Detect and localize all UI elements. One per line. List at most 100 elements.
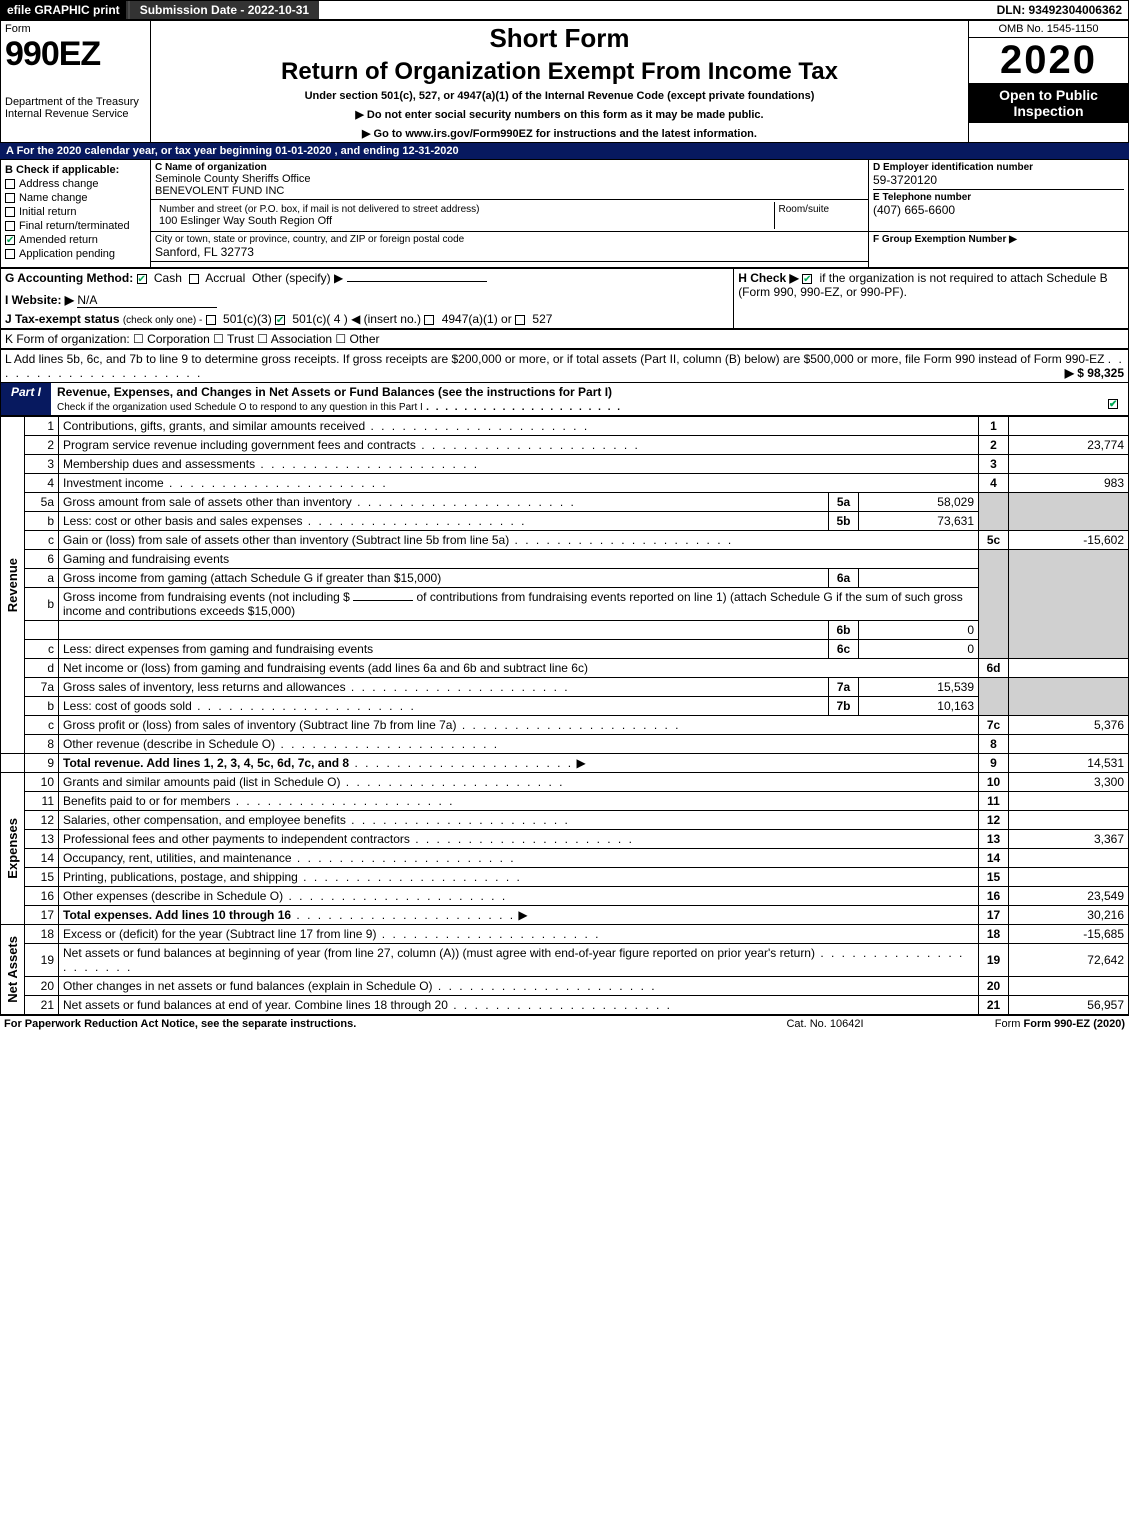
l5a-desc: Gross amount from sale of assets other t… <box>63 495 352 509</box>
l9-num: 9 <box>25 754 59 773</box>
l6b2-num <box>25 621 59 640</box>
cb-pending[interactable]: Application pending <box>5 248 146 260</box>
cb-501c[interactable] <box>275 315 285 325</box>
l5a-num: 5a <box>25 493 59 512</box>
l5c-cell: 5c <box>979 531 1009 550</box>
footer-right: Form Form 990-EZ (2020) <box>925 1018 1125 1030</box>
l2-amt: 23,774 <box>1009 436 1129 455</box>
submission-date-button[interactable]: Submission Date - 2022-10-31 <box>128 1 319 19</box>
l21-num: 21 <box>25 996 59 1015</box>
box-d-e: D Employer identification number 59-3720… <box>869 160 1129 232</box>
j-o1: 501(c)(3) <box>223 312 272 326</box>
l20-desc: Other changes in net assets or fund bala… <box>63 979 433 993</box>
l3-amt <box>1009 455 1129 474</box>
l20-amt <box>1009 977 1129 996</box>
l11-num: 11 <box>25 792 59 811</box>
cb-name[interactable]: Name change <box>5 192 146 204</box>
goto-link[interactable]: ▶ Go to www.irs.gov/Form990EZ for instru… <box>155 127 964 140</box>
box-f: F Group Exemption Number ▶ <box>869 232 1129 268</box>
l7a-sub: 7a <box>829 678 859 697</box>
l18-desc: Excess or (deficit) for the year (Subtra… <box>63 927 376 941</box>
footer-form: Form 990-EZ (2020) <box>1024 1018 1125 1030</box>
cb-cash[interactable] <box>137 274 147 284</box>
l11-amt <box>1009 792 1129 811</box>
part1-title-text: Revenue, Expenses, and Changes in Net As… <box>57 385 612 399</box>
l14-num: 14 <box>25 849 59 868</box>
l6b-sub: 6b <box>829 621 859 640</box>
f-label: F Group Exemption Number ▶ <box>873 234 1124 245</box>
l4-desc: Investment income <box>63 476 164 490</box>
cb-initial[interactable]: Initial return <box>5 206 146 218</box>
l15-desc: Printing, publications, postage, and shi… <box>63 870 298 884</box>
revenue-label: Revenue <box>5 558 20 612</box>
l3-cell: 3 <box>979 455 1009 474</box>
l12-cell: 12 <box>979 811 1009 830</box>
cb-accrual[interactable] <box>189 274 199 284</box>
topbar-spacer <box>319 1 990 19</box>
l18-amt: -15,685 <box>1009 925 1129 944</box>
room-label: Room/suite <box>779 204 861 215</box>
rev-side-end <box>1 754 25 773</box>
accrual-label: Accrual <box>205 271 245 285</box>
l5b-desc: Less: cost or other basis and sales expe… <box>63 514 302 528</box>
org-name-1: Seminole County Sheriffs Office <box>155 173 864 185</box>
cb-527[interactable] <box>515 315 525 325</box>
cb-address[interactable]: Address change <box>5 178 146 190</box>
l8-num: 8 <box>25 735 59 754</box>
spacer-cell <box>151 262 869 268</box>
l2-num: 2 <box>25 436 59 455</box>
other-input[interactable] <box>347 281 487 282</box>
l5c-num: c <box>25 531 59 550</box>
street-label: Number and street (or P.O. box, if mail … <box>159 204 770 215</box>
l13-desc: Professional fees and other payments to … <box>63 832 410 846</box>
l8-amt <box>1009 735 1129 754</box>
l10-amt: 3,300 <box>1009 773 1129 792</box>
l4-amt: 983 <box>1009 474 1129 493</box>
l20-num: 20 <box>25 977 59 996</box>
l12-desc: Salaries, other compensation, and employ… <box>63 813 346 827</box>
cb-amended[interactable]: Amended return <box>5 234 146 246</box>
l6d-desc: Net income or (loss) from gaming and fun… <box>63 661 588 675</box>
row-k: K Form of organization: ☐ Corporation ☐ … <box>1 330 1129 349</box>
l21-cell: 21 <box>979 996 1009 1015</box>
cb-501c3[interactable] <box>206 315 216 325</box>
title-cell: Short Form Return of Organization Exempt… <box>151 21 969 143</box>
l19-amt: 72,642 <box>1009 944 1129 977</box>
l6-shade1 <box>979 550 1009 659</box>
cb-4947[interactable] <box>424 315 434 325</box>
cb-final[interactable]: Final return/terminated <box>5 220 146 232</box>
footer-left: For Paperwork Reduction Act Notice, see … <box>4 1018 725 1030</box>
other-label: Other (specify) ▶ <box>252 271 343 285</box>
l12-amt <box>1009 811 1129 830</box>
l7c-desc: Gross profit or (loss) from sales of inv… <box>63 718 456 732</box>
l6c-num: c <box>25 640 59 659</box>
part1-header: Part I Revenue, Expenses, and Changes in… <box>0 383 1129 416</box>
l10-cell: 10 <box>979 773 1009 792</box>
l5a-val: 58,029 <box>859 493 979 512</box>
l6-num: 6 <box>25 550 59 569</box>
l5b-sub: 5b <box>829 512 859 531</box>
ein-value: 59-3720120 <box>873 173 1124 187</box>
open-line1: Open to Public <box>999 87 1098 103</box>
row-l: L Add lines 5b, 6c, and 7b to line 9 to … <box>1 350 1129 383</box>
j-o4: 527 <box>532 312 552 326</box>
l2-desc: Program service revenue including govern… <box>63 438 416 452</box>
l18-cell: 18 <box>979 925 1009 944</box>
efile-button[interactable]: efile GRAPHIC print <box>1 1 128 19</box>
l5c-desc: Gain or (loss) from sale of assets other… <box>63 533 509 547</box>
right-header-cell: OMB No. 1545-1150 2020 Open to Public In… <box>969 21 1129 143</box>
l7b-desc: Less: cost of goods sold <box>63 699 192 713</box>
cb-h[interactable] <box>802 274 812 284</box>
j-o3: 4947(a)(1) or <box>442 312 512 326</box>
website-value: N/A <box>77 293 217 308</box>
l6b-blank[interactable] <box>353 600 413 601</box>
cb-part1-scho[interactable] <box>1108 399 1118 409</box>
l19-num: 19 <box>25 944 59 977</box>
d-label: D Employer identification number <box>873 162 1124 173</box>
l16-amt: 23,549 <box>1009 887 1129 906</box>
j-o2: 501(c)( 4 ) ◀ (insert no.) <box>292 312 421 326</box>
return-title: Return of Organization Exempt From Incom… <box>155 58 964 86</box>
cb-final-label: Final return/terminated <box>19 220 130 232</box>
l17-cell: 17 <box>979 906 1009 925</box>
l-text: L Add lines 5b, 6c, and 7b to line 9 to … <box>5 352 1104 366</box>
